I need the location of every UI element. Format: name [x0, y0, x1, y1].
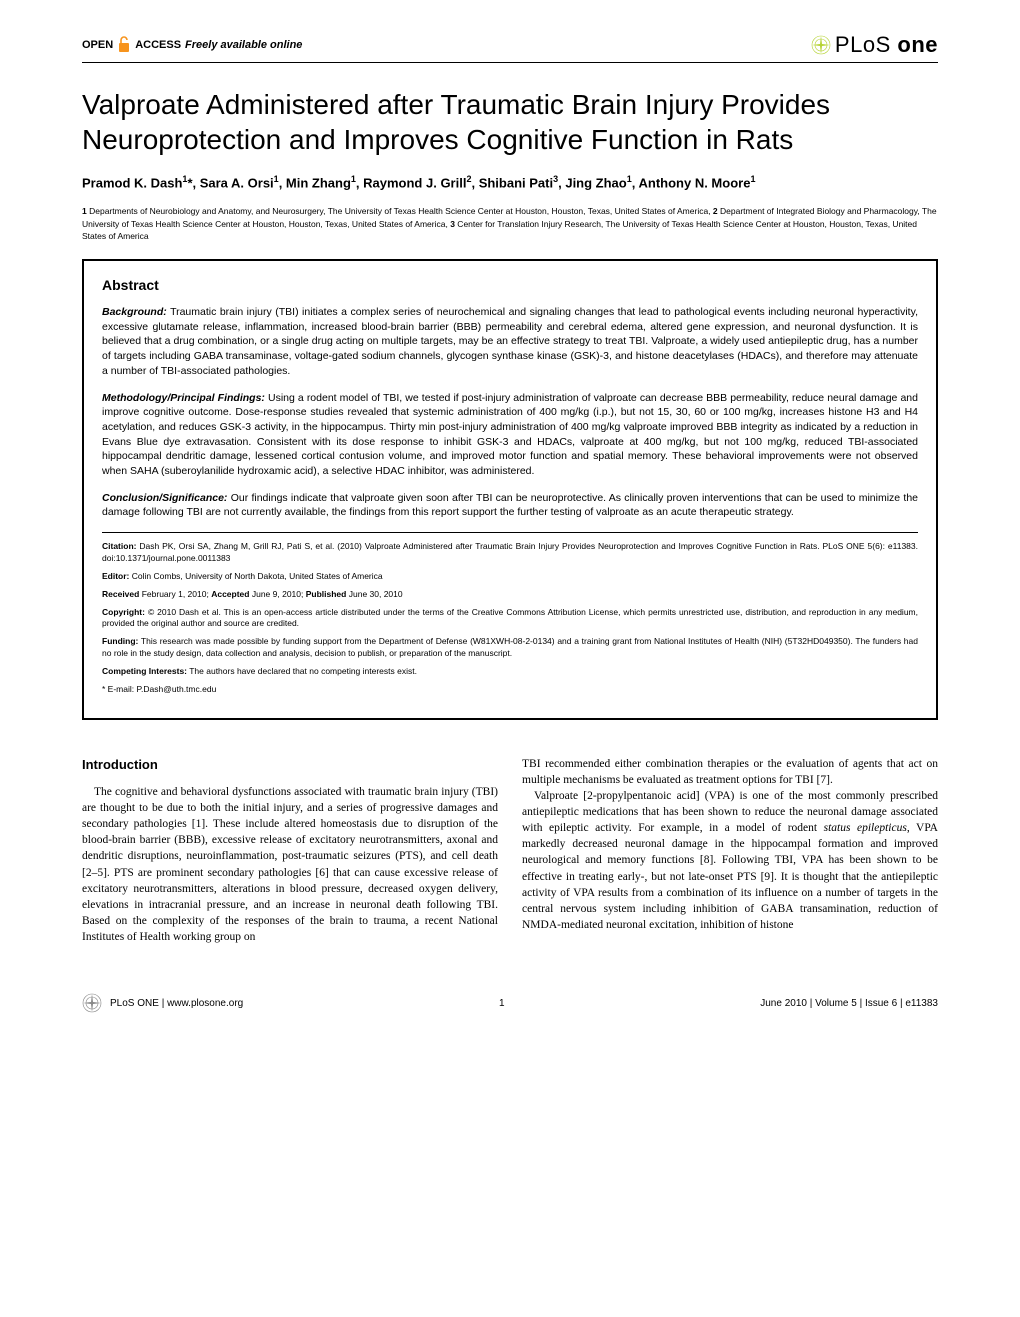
open-access-badge: OPEN ACCESS Freely available online [82, 36, 302, 54]
citation-line: Citation: Dash PK, Orsi SA, Zhang M, Gri… [102, 541, 918, 565]
affiliations: 1 Departments of Neurobiology and Anatom… [82, 205, 938, 243]
received-text: February 1, 2010; [142, 589, 209, 599]
funding-label: Funding: [102, 636, 138, 646]
intro-paragraph-2: Valproate [2-propylpentanoic acid] (VPA)… [522, 788, 938, 933]
accepted-text: June 9, 2010; [252, 589, 304, 599]
methods-text: Using a rodent model of TBI, we tested i… [102, 392, 918, 477]
compass-icon [811, 35, 831, 55]
intro-paragraph-1-cont: TBI recommended either combination thera… [522, 756, 938, 788]
editor-text: Colin Combs, University of North Dakota,… [132, 571, 383, 581]
abstract-heading: Abstract [102, 277, 918, 293]
competing-text: The authors have declared that no compet… [189, 666, 417, 676]
journal-logo: PLoS one [811, 32, 938, 58]
freely-available-label: Freely available online [185, 39, 302, 51]
published-label: Published [306, 589, 347, 599]
funding-line: Funding: This research was made possible… [102, 636, 918, 660]
funding-text: This research was made possible by fundi… [102, 636, 918, 658]
accepted-label: Accepted [211, 589, 249, 599]
citation-label: Citation: [102, 541, 136, 551]
copyright-text: © 2010 Dash et al. This is an open-acces… [102, 607, 918, 629]
copyright-line: Copyright: © 2010 Dash et al. This is an… [102, 607, 918, 631]
open-label: OPEN [82, 39, 113, 51]
access-label: ACCESS [135, 39, 181, 51]
background-label: Background: [102, 306, 167, 318]
email-line: * E-mail: P.Dash@uth.tmc.edu [102, 684, 918, 696]
abstract-box: Abstract Background: Traumatic brain inj… [82, 259, 938, 720]
page: OPEN ACCESS Freely available online PLoS… [0, 0, 1020, 1053]
authors-line: Pramod K. Dash1*, Sara A. Orsi1, Min Zha… [82, 173, 938, 193]
body-columns: Introduction The cognitive and behaviora… [82, 756, 938, 945]
journal-suffix: one [897, 32, 938, 57]
published-text: June 30, 2010 [349, 589, 403, 599]
citation-text: Dash PK, Orsi SA, Zhang M, Grill RJ, Pat… [102, 541, 918, 563]
footer-page-number: 1 [499, 998, 505, 1009]
methods-label: Methodology/Principal Findings: [102, 392, 265, 404]
footer-issue: June 2010 | Volume 5 | Issue 6 | e11383 [760, 998, 938, 1009]
background-text: Traumatic brain injury (TBI) initiates a… [102, 306, 918, 377]
footer-left: PLoS ONE | www.plosone.org [82, 993, 243, 1013]
editor-line: Editor: Colin Combs, University of North… [102, 571, 918, 583]
column-left: Introduction The cognitive and behaviora… [82, 756, 498, 945]
meta-divider [102, 532, 918, 533]
abstract-conclusion: Conclusion/Significance: Our findings in… [102, 491, 918, 520]
received-label: Received [102, 589, 139, 599]
article-title: Valproate Administered after Traumatic B… [82, 87, 938, 157]
dates-line: Received February 1, 2010; Accepted June… [102, 589, 918, 601]
editor-label: Editor: [102, 571, 129, 581]
competing-label: Competing Interests: [102, 666, 187, 676]
page-footer: PLoS ONE | www.plosone.org 1 June 2010 |… [82, 993, 938, 1013]
column-right: TBI recommended either combination thera… [522, 756, 938, 945]
open-lock-icon [117, 36, 131, 54]
intro-paragraph-1: The cognitive and behavioral dysfunction… [82, 784, 498, 945]
abstract-methods: Methodology/Principal Findings: Using a … [102, 391, 918, 479]
journal-prefix: PLoS [835, 32, 891, 57]
conclusion-label: Conclusion/Significance: [102, 492, 227, 504]
header-bar: OPEN ACCESS Freely available online PLoS… [82, 32, 938, 63]
footer-journal: PLoS ONE | www.plosone.org [110, 998, 243, 1009]
copyright-label: Copyright: [102, 607, 145, 617]
introduction-heading: Introduction [82, 756, 498, 774]
competing-line: Competing Interests: The authors have de… [102, 666, 918, 678]
journal-name: PLoS one [835, 32, 938, 58]
abstract-background: Background: Traumatic brain injury (TBI)… [102, 305, 918, 378]
footer-compass-icon [82, 993, 102, 1013]
